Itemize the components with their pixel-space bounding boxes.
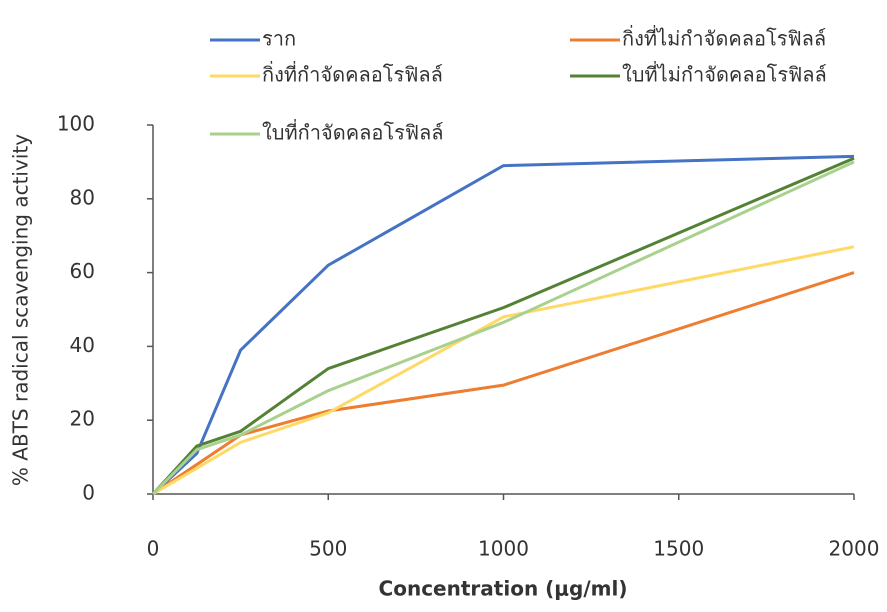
series-line [153,162,854,494]
x-tick-label: 1000 [478,537,529,561]
x-tick-label: 1500 [653,537,704,561]
legend-label: ใบที่ไม่กำจัดคลอโรฟิลล์ [622,61,827,87]
y-tick-label: 80 [70,185,95,209]
x-tick-label: 0 [147,537,160,561]
y-tick-label: 60 [70,259,95,283]
y-tick-label: 20 [70,407,95,431]
chart: Concentration (μg/ml) % ABTS radical sca… [0,0,887,612]
y-axis-title: % ABTS radical scavenging activity [9,134,33,486]
legend-label: กิ่งที่ไม่กำจัดคลอโรฟิลล์ [622,25,826,51]
legend-label: กิ่งที่กำจัดคลอโรฟิลล์ [262,61,443,87]
series-line [153,247,854,494]
x-axis-title: Concentration (μg/ml) [379,577,628,601]
series-line [153,156,854,494]
legend-label: ราก [262,27,296,51]
series-line [153,273,854,494]
y-tick-label: 40 [70,333,95,357]
y-tick-label: 100 [57,112,95,136]
x-tick-label: 500 [309,537,347,561]
y-tick-label: 0 [82,481,95,505]
x-tick-label: 2000 [829,537,880,561]
legend-label: ใบที่กำจัดคลอโรฟิลล์ [262,119,444,145]
